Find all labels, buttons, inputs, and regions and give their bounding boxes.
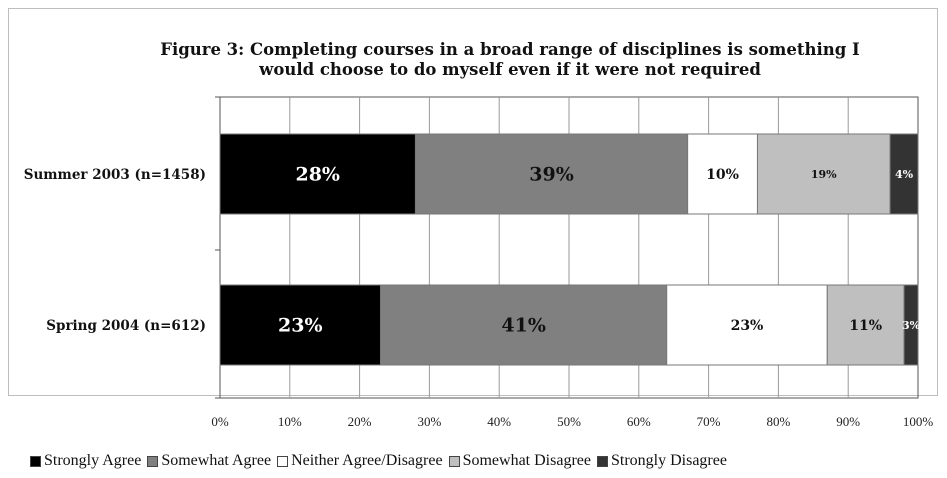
legend-item: Neither Agree/Disagree	[277, 452, 443, 470]
bar-segment	[756, 133, 891, 215]
bar-segment	[219, 284, 382, 366]
x-tick-label: 30%	[417, 414, 441, 429]
bar-segment	[666, 284, 828, 366]
legend-swatch	[277, 455, 289, 467]
bar-segment	[903, 284, 919, 366]
legend-swatch	[448, 455, 460, 467]
x-tick-label: 100%	[903, 414, 934, 429]
legend-item: Somewhat Agree	[147, 452, 271, 470]
data-label: 23%	[731, 318, 764, 334]
data-label: 3%	[902, 319, 921, 332]
x-tick-label: 40%	[487, 414, 511, 429]
bar-segment	[219, 133, 416, 215]
legend-swatch	[147, 455, 159, 467]
legend-item: Somewhat Disagree	[448, 452, 591, 470]
x-tick-label: 20%	[348, 414, 372, 429]
category-label: Spring 2004 (n=612)	[46, 318, 206, 334]
legend-swatch	[596, 455, 608, 467]
bar-segment	[687, 133, 758, 215]
legend-swatch	[30, 455, 41, 467]
x-tick-label: 90%	[836, 414, 860, 429]
x-tick-label: 80%	[766, 414, 790, 429]
data-label: 39%	[529, 164, 574, 186]
data-label: 11%	[849, 318, 882, 334]
x-tick-label: 0%	[211, 414, 229, 429]
data-label: 23%	[278, 315, 323, 337]
bar-segment	[380, 284, 668, 366]
legend-label: Somewhat Agree	[161, 452, 272, 469]
category-label: Summer 2003 (n=1458)	[24, 167, 206, 183]
data-label: 4%	[895, 168, 914, 181]
x-tick-label: 70%	[697, 414, 721, 429]
legend-label: Somewhat Disagree	[462, 452, 591, 469]
legend-label: Strongly Disagree	[610, 452, 727, 469]
legend-item: Strongly Disagree	[596, 452, 727, 470]
legend-label: Neither Agree/Disagree	[291, 452, 443, 469]
bar-segment	[889, 133, 919, 215]
data-label: 10%	[706, 167, 739, 183]
x-tick-label: 60%	[627, 414, 651, 429]
data-label: 19%	[811, 168, 837, 181]
legend: Strongly Agree Somewhat Agree Neither Agre…	[30, 452, 733, 472]
x-tick-label: 10%	[278, 414, 302, 429]
data-label: 28%	[295, 164, 340, 186]
x-tick-label: 50%	[557, 414, 581, 429]
data-label: 41%	[501, 315, 546, 337]
legend-label: Strongly Agree	[44, 452, 142, 469]
chart-frame	[8, 8, 938, 396]
chart-title: Figure 3: Completing courses in a broad …	[160, 40, 860, 79]
legend-item: Strongly Agree	[30, 452, 141, 470]
bar-segment	[414, 133, 689, 215]
